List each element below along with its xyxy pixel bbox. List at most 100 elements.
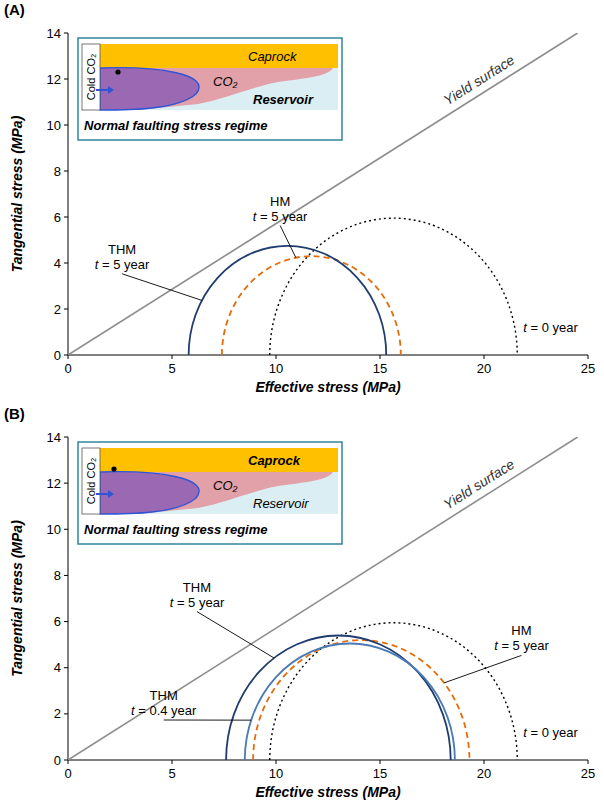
y-tick [64,621,68,622]
x-tick-label: 20 [477,766,491,781]
x-tick-label: 10 [269,766,283,781]
reservoir-label: Reservoir [253,496,309,511]
injection-arrowhead [108,86,114,94]
leader-line [122,274,202,301]
yield-label: Yield surface [441,456,518,513]
y-tick-label: 8 [54,568,61,583]
yield-line [68,33,578,355]
plume-label: CO₂ [213,74,238,89]
time-rest: = 0 year [527,725,579,740]
y-axis [68,437,69,760]
y-tick [64,263,68,264]
x-tick [68,355,69,359]
y-tick [64,355,68,356]
y-tick-label: 6 [54,614,61,629]
x-tick-label: 5 [168,766,175,781]
injection-arrowhead [108,490,114,498]
inset: Cold CO₂ Caprock CO₂ Reservoir Normal faulti… [78,38,342,140]
x-tick-label: 5 [168,361,175,376]
x-tick [588,760,589,764]
panel: (A)051015202502468101214Effective stress… [4,1,595,395]
y-tick [64,667,68,668]
leader-line [197,612,274,658]
y-tick-label: 4 [54,256,61,271]
inset: Cold CO₂CaprockCO₂ReservoirNormal faulti… [78,442,342,544]
co2-plume [100,68,333,110]
x-tick-label: 15 [373,361,387,376]
y-tick-label: 2 [54,302,61,317]
time-rest: = 0.4 year [135,703,197,718]
caprock-label: Caprock [248,453,301,468]
panel-label: (A) [4,1,25,18]
y-tick-label: 14 [47,26,61,41]
yield-label: Yield surface [441,52,518,109]
x-tick [276,355,277,359]
mohr-circle [222,256,401,355]
y-tick-label: 12 [47,72,61,87]
regime-label: Normal faulting stress regime [84,118,268,133]
x-axis-title: Effective stress (MPa) [255,379,401,395]
time-rest: = 5 year [256,209,308,224]
plume-label: CO₂ [213,478,238,493]
figure: (A)051015202502468101214Effective stress… [0,0,604,808]
injection-arrow [96,89,108,91]
y-tick [64,483,68,484]
x-axis [68,760,588,761]
circle-time: t = 5 year [253,209,308,224]
caprock-label: Caprock [248,49,298,64]
y-tick [64,713,68,714]
injection-well [82,448,100,514]
x-axis [68,355,588,356]
circle-label: THM [108,242,136,257]
x-axis-title: Effective stress (MPa) [255,784,401,800]
monitor-point [111,466,116,471]
y-tick [64,437,68,438]
time-rest: = 5 year [98,257,150,272]
leader-line [280,226,296,258]
mohr-circle [270,218,518,355]
time-rest: = 5 year [498,638,550,653]
y-tick-label: 0 [54,753,61,768]
y-axis-title: Tangential stress (MPa) [9,520,25,677]
y-tick-label: 6 [54,210,61,225]
circle-time: t = 5 year [170,595,225,610]
time-rest: = 0 year [527,320,579,335]
mohr-circle [270,623,518,760]
circle-label: HM [270,194,290,209]
injection-well [82,44,100,110]
y-tick [64,217,68,218]
x-tick [484,355,485,359]
y-tick-label: 12 [47,476,61,491]
circle-time: t = 0.4 year [131,703,197,718]
y-axis [68,33,69,355]
y-tick [64,171,68,172]
co2-plume [100,472,333,514]
panel-label: (B) [4,405,25,422]
plot-labels: Yield surfacet = 0 yearHMt = 5 yearTHMt … [95,52,579,335]
mohr-circle [189,246,387,355]
plot-marks [68,33,578,355]
leader-line [444,655,521,682]
circle-label: HM [511,623,531,638]
x-tick-label: 10 [269,361,283,376]
cold-plume [100,68,199,110]
injection-label: Cold CO₂ [85,54,97,100]
yield-line [68,437,578,760]
inset-frame [78,442,342,544]
leader-line [164,720,251,721]
cold-plume [100,472,199,514]
y-tick-label: 14 [47,430,61,445]
circle-time: t = 5 year [494,638,549,653]
circle-label: t = 0 year [523,725,578,740]
x-tick [172,760,173,764]
y-tick-label: 10 [47,118,61,133]
reservoir-label: Reservoir [253,92,314,107]
monitor-point [115,69,120,74]
time-rest: = 5 year [173,595,225,610]
x-tick [172,355,173,359]
reservoir-layer [100,68,338,110]
x-tick [380,760,381,764]
y-tick [64,575,68,576]
x-tick [484,760,485,764]
y-tick-label: 0 [54,348,61,363]
